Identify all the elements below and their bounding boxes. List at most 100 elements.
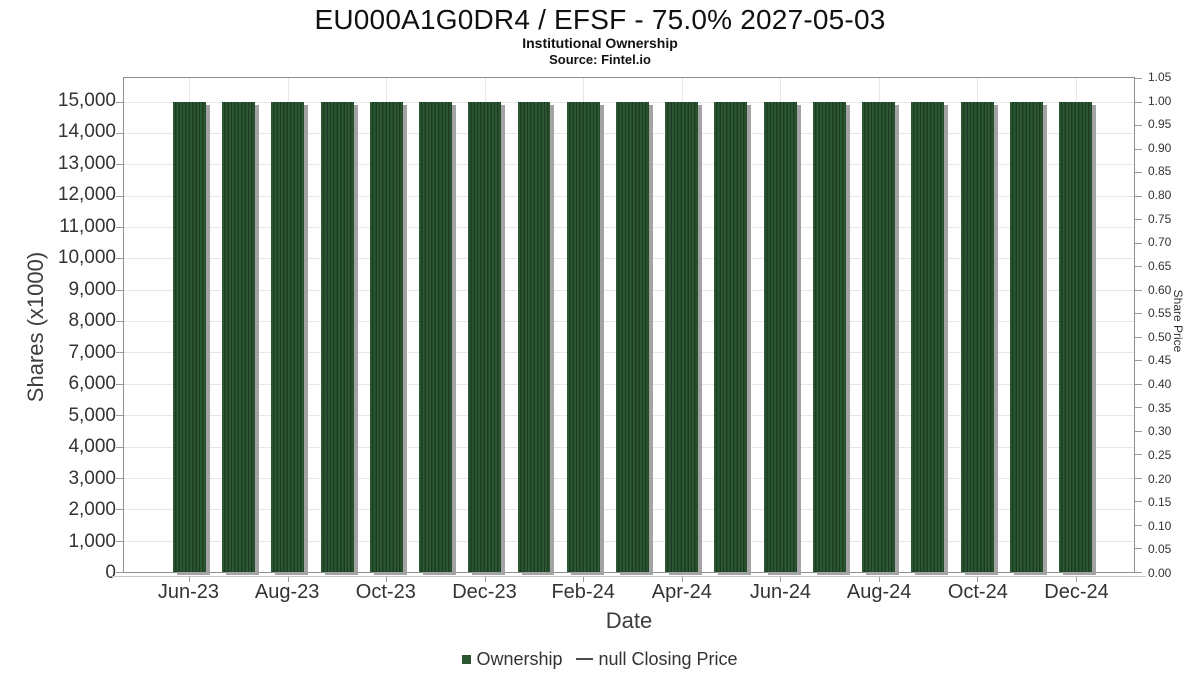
chart-source: Source: Fintel.io <box>549 52 651 67</box>
y-axis-left-tick-mark <box>116 101 123 103</box>
y-axis-right-tick-mark <box>1135 148 1142 150</box>
y-axis-left-tick-label: 9,000 <box>68 278 116 300</box>
bar-Oct-24 <box>960 101 994 572</box>
y-axis-right-tick-label: 0.25 <box>1148 447 1172 462</box>
x-axis-tick-label: Feb-24 <box>551 581 615 603</box>
y-axis-right-tick-mark <box>1135 289 1142 291</box>
x-axis-line <box>112 576 1146 577</box>
y-axis-right-tick-label: 0.05 <box>1148 542 1172 557</box>
chart-title: EU000A1G0DR4 / EFSF - 75.0% 2027-05-03 <box>314 4 886 35</box>
y-axis-right-tick-label: 0.60 <box>1148 282 1172 297</box>
y-axis-left-tick-mark <box>116 383 123 385</box>
x-axis-tick-mark <box>386 577 388 582</box>
price-line-icon <box>576 658 594 660</box>
y-axis-right-tick-mark <box>1135 454 1142 456</box>
y-axis-left-tick-mark <box>116 289 123 291</box>
y-axis-left-tick-mark <box>116 446 123 448</box>
y-axis-right-tick-label: 0.40 <box>1148 377 1172 392</box>
y-axis-left-tick-mark <box>116 321 123 323</box>
y-axis-right-tick-label: 0.55 <box>1148 306 1172 321</box>
y-axis-left-tick-mark <box>116 132 123 134</box>
y-axis-right-tick-mark <box>1135 78 1142 79</box>
y-axis-right-tick-mark <box>1135 477 1142 479</box>
y-axis-left-tick-label: 14,000 <box>57 121 116 143</box>
y-axis-right-tick-mark <box>1135 242 1142 244</box>
y-axis-left-tick-label: 3,000 <box>68 467 116 489</box>
x-axis-tick-mark <box>780 577 782 582</box>
y-axis-left-tick-label: 7,000 <box>68 341 116 363</box>
x-axis-tick-mark <box>287 577 289 582</box>
y-axis-left-tick-mark <box>116 195 123 197</box>
bar-Feb-24 <box>566 101 600 572</box>
y-axis-right-tick-label: 0.85 <box>1148 164 1172 179</box>
bar-Jul-24 <box>812 101 846 572</box>
x-axis-tick-label: Dec-24 <box>1044 581 1109 603</box>
y-axis-right-tick-label: 1.05 <box>1148 70 1172 84</box>
y-axis-left-tick-mark <box>116 352 123 354</box>
plot-area <box>112 77 1146 582</box>
bar-Jun-24 <box>763 101 797 572</box>
y-axis-right-tick-label: 0.75 <box>1148 211 1172 226</box>
bar-Aug-23 <box>271 101 305 572</box>
x-axis-tick-mark <box>878 577 880 582</box>
y-axis-right-tick-label: 0.65 <box>1148 258 1172 273</box>
y-axis-right-tick-mark <box>1135 383 1142 385</box>
y-axis-right-tick-label: 0.15 <box>1148 495 1172 510</box>
x-axis-tick-label: Aug-23 <box>254 581 320 603</box>
bar-Sep-24 <box>911 101 945 572</box>
y-axis-left-tick-mark <box>116 226 123 228</box>
y-axis-right-tick-label: 0.80 <box>1148 188 1172 203</box>
bar-Nov-24 <box>1009 101 1043 572</box>
y-axis-right-tick-mark <box>1135 101 1142 103</box>
y-axis-right-tick-mark <box>1135 524 1142 526</box>
y-axis-right-tick-label: 0.45 <box>1148 353 1172 368</box>
y-axis-left-tick-label: 6,000 <box>68 373 116 395</box>
chart-subtitle: Institutional Ownership <box>522 35 678 51</box>
x-axis-tick-mark <box>977 577 979 582</box>
y-axis-right-tick-mark <box>1135 125 1142 127</box>
bar-Nov-23 <box>419 101 452 572</box>
x-axis-label: Date <box>605 608 653 633</box>
y-axis-left-tick-mark <box>116 258 123 260</box>
y-axis-left-tick-mark <box>116 415 123 417</box>
legend-ownership-label: Ownership <box>476 648 563 669</box>
y-axis-left-tick-label: 11,000 <box>59 215 116 237</box>
y-axis-left-tick-mark <box>116 164 123 166</box>
y-axis-left-tick-label: 12,000 <box>57 184 116 206</box>
y-axis-right-tick-mark <box>1135 572 1142 573</box>
y-axis-right-tick-labels: 0.00 0.05 0.10 0.15 0.20 0.25 0.30 0.35 0.40 0.45… <box>1148 70 1192 580</box>
x-axis-tick-label: Aug-24 <box>846 581 912 603</box>
y-axis-right-tick-label: 0.35 <box>1148 400 1172 415</box>
y-axis-right-tick-mark <box>1135 336 1142 338</box>
y-axis-left-tick-mark <box>116 477 123 479</box>
x-axis-tick-mark <box>1075 577 1077 582</box>
y-axis-right-tick-label: 0.10 <box>1148 518 1172 533</box>
y-axis-right-tick-mark <box>1135 407 1142 409</box>
x-axis-tick-labels: Jun-23 Aug-23 Oct-23 Dec-23 Feb-24 Apr-24 Jun-… <box>123 581 1135 607</box>
y-axis-right-tick-label: 0.00 <box>1148 566 1172 580</box>
y-axis-left-tick-label: 2,000 <box>68 499 116 521</box>
y-axis-left-tick-mark <box>116 572 123 573</box>
legend: Ownership null Closing Price <box>0 646 1200 672</box>
y-axis-right-tick-label: 0.30 <box>1148 424 1172 439</box>
x-axis-tick-mark <box>681 577 683 582</box>
bar-May-24 <box>714 101 748 572</box>
bar-Mar-24 <box>616 101 649 572</box>
y-axis-left-tick-label: 0 <box>105 562 116 583</box>
y-axis-right-tick-mark <box>1135 266 1142 268</box>
bar-Jan-24 <box>517 101 551 572</box>
y-axis-right-tick-mark <box>1135 430 1142 432</box>
x-axis-tick-label: Oct-23 <box>355 581 416 603</box>
bar-Jun-23 <box>172 101 206 572</box>
y-axis-left-tick-label: 15,000 <box>57 89 116 111</box>
ownership-swatch-icon <box>462 654 472 664</box>
bar-Jul-23 <box>222 101 256 572</box>
x-axis-tick-mark <box>484 577 486 582</box>
y-axis-left-tick-label: 1,000 <box>68 530 116 552</box>
y-axis-right-tick-mark <box>1135 172 1142 174</box>
y-axis-right-tick-mark <box>1135 313 1142 315</box>
y-axis-right-tick-label: 0.50 <box>1148 329 1172 344</box>
y-axis-right-tick-label: 0.95 <box>1148 117 1172 132</box>
x-axis-tick-mark <box>583 577 585 582</box>
y-axis-right-tick-label: 0.70 <box>1148 235 1172 250</box>
